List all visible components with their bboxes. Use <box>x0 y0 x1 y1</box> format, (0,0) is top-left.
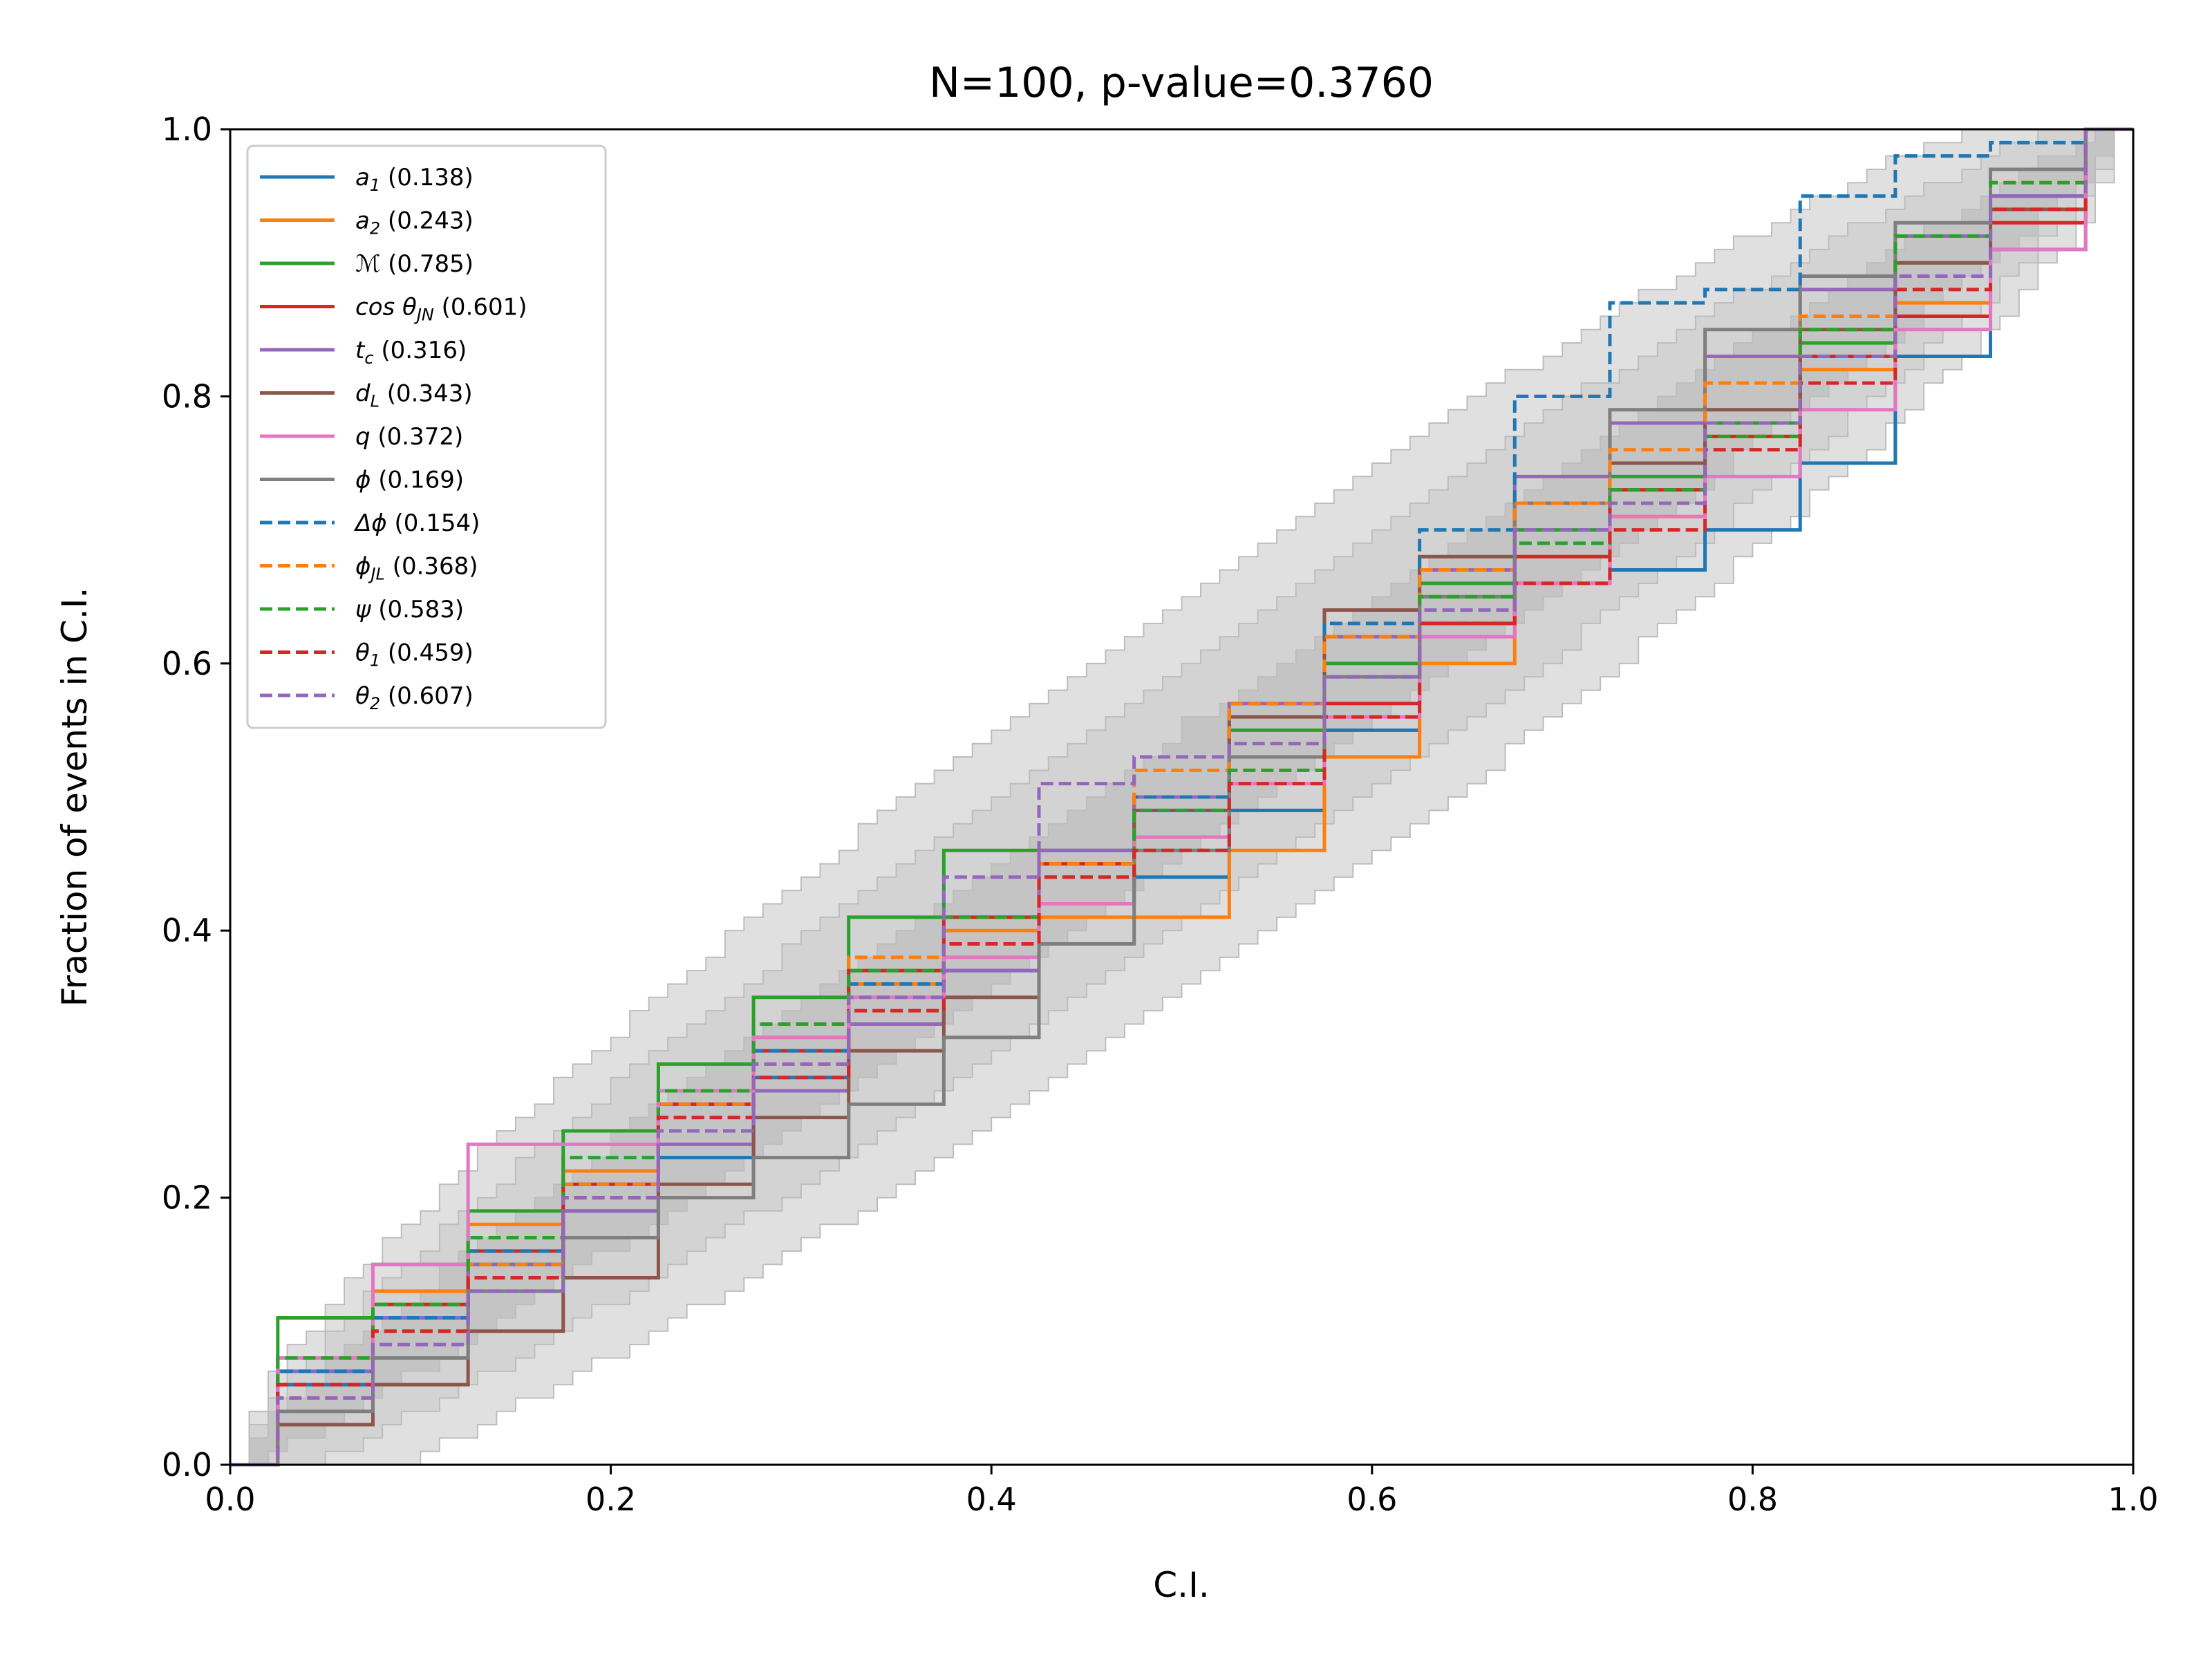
y-tick-label: 0.8 <box>162 377 212 415</box>
series-line-q <box>230 127 2133 1467</box>
series-line-a2 <box>230 127 2133 1467</box>
y-tick-label: 1.0 <box>162 111 212 148</box>
series-line-theta2 <box>230 127 2133 1467</box>
legend-label-dL: dL (0.343) <box>355 380 473 411</box>
legend-label-M: ℳ (0.785) <box>355 250 474 278</box>
legend-label-theta1: θ1 (0.459) <box>355 639 474 671</box>
plot-frame <box>229 128 2135 1466</box>
x-tick-label: 1.0 <box>2108 1481 2158 1518</box>
x-tick-label: 0.6 <box>1347 1481 1397 1518</box>
x-tick-label: 0.0 <box>205 1481 255 1518</box>
legend-box <box>246 144 607 729</box>
legend-label-costhetaJN: cos θJN (0.601) <box>355 294 527 325</box>
x-tick-label: 0.4 <box>966 1481 1017 1518</box>
y-tick-label: 0.0 <box>162 1446 212 1483</box>
legend-label-theta2: θ2 (0.607) <box>355 682 474 713</box>
legend-label-q: q (0.372) <box>355 423 463 451</box>
legend: a1 (0.138) a2 (0.243) ℳ (0.785) cos θJN (0.… <box>246 144 607 729</box>
y-tick-label: 0.6 <box>162 645 212 682</box>
legend-label-deltaphi: Δϕ (0.154) <box>353 509 480 537</box>
x-tick-label: 0.8 <box>1727 1481 1778 1518</box>
y-tick-label: 0.2 <box>162 1179 212 1217</box>
legend-label-a2: a2 (0.243) <box>355 207 474 238</box>
chart-title: N=100, p-value=0.3760 <box>929 59 1434 107</box>
y-axis-label: Fraction of events in C.I. <box>55 588 95 1007</box>
legend-label-phi: ϕ (0.169) <box>355 467 464 494</box>
legend-label-tc: tc (0.316) <box>355 337 467 368</box>
x-tick-label: 0.2 <box>585 1481 636 1518</box>
y-tick-label: 0.4 <box>162 912 212 949</box>
legend-label-psi: ψ (0.583) <box>355 596 464 624</box>
series-lines <box>230 127 2133 1467</box>
x-axis-label: C.I. <box>1153 1565 1209 1605</box>
y-axis-ticks: 0.0 0.2 0.4 0.6 0.8 1.0 <box>162 111 230 1483</box>
legend-label-a1: a1 (0.138) <box>355 164 474 195</box>
x-axis-ticks: 0.0 0.2 0.4 0.6 0.8 1.0 <box>205 1465 2159 1518</box>
legend-label-phiJL: ϕJL (0.368) <box>355 553 478 584</box>
